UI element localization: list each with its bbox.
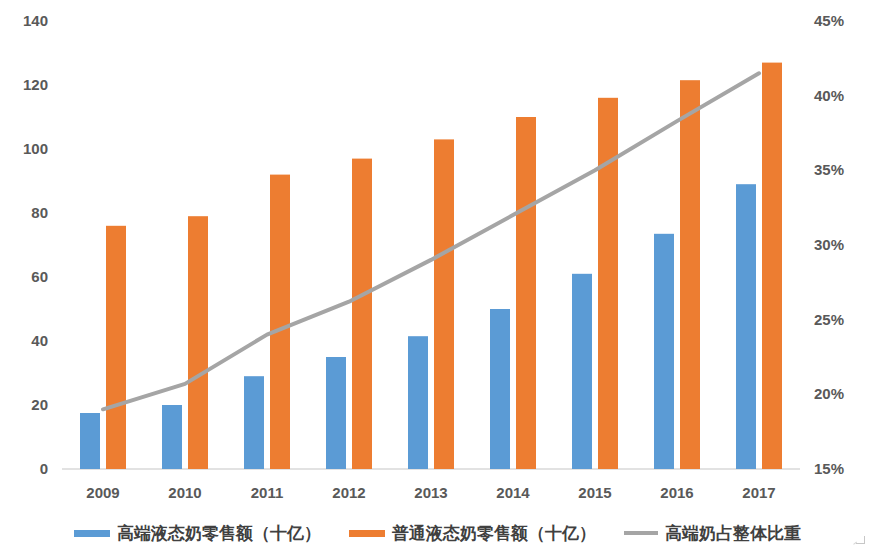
premium-series-swatch	[74, 530, 110, 537]
bar-premium-2017	[736, 184, 756, 469]
bar-premium-2014	[490, 309, 510, 469]
y-axis-left-tick: 0	[40, 460, 48, 477]
chart-canvas: 0 20 40 60 80 100 120 140 15% 20% 25% 30% 35% 40% 45% 2…	[0, 0, 875, 512]
x-axis-label: 2013	[414, 484, 447, 501]
y-axis-left-tick: 20	[31, 396, 48, 413]
bar-regular-2014	[516, 117, 536, 469]
legend-label-share: 高端奶占整体比重	[665, 522, 801, 545]
legend-label-premium: 高端液态奶零售额（十亿）	[117, 522, 321, 545]
y-axis-right-tick: 15%	[814, 460, 844, 477]
bar-regular-2012	[352, 159, 372, 469]
y-axis-left-tick: 100	[23, 140, 48, 157]
y-axis-right-tick: 35%	[814, 161, 844, 178]
chart-legend: 高端液态奶零售额（十亿） 普通液态奶零售额（十亿） 高端奶占整体比重	[0, 514, 875, 552]
y-axis-right-tick: 25%	[814, 311, 844, 328]
y-axis-left-tick: 80	[31, 204, 48, 221]
bar-premium-2010	[162, 405, 182, 469]
y-axis-left-tick: 140	[23, 12, 48, 29]
bar-premium-2016	[654, 234, 674, 469]
x-axis-label: 2017	[742, 484, 775, 501]
bar-regular-2009	[106, 226, 126, 469]
y-axis-right-tick: 45%	[814, 12, 844, 29]
x-axis-label: 2016	[660, 484, 693, 501]
bar-regular-2010	[188, 216, 208, 469]
y-axis-left-tick: 60	[31, 268, 48, 285]
legend-label-regular: 普通液态奶零售额（十亿）	[392, 522, 596, 545]
bar-regular-2015	[598, 98, 618, 469]
bar-premium-2009	[80, 413, 100, 469]
legend-item-regular: 普通液态奶零售额（十亿）	[349, 522, 596, 545]
x-axis-label: 2012	[332, 484, 365, 501]
x-axis-label: 2010	[168, 484, 201, 501]
bar-premium-2015	[572, 274, 592, 469]
legend-item-share: 高端奶占整体比重	[624, 522, 801, 545]
y-axis-left-tick: 40	[31, 332, 48, 349]
y-axis-right-tick: 30%	[814, 236, 844, 253]
bar-premium-2012	[326, 357, 346, 469]
bar-regular-2013	[434, 139, 454, 469]
bar-premium-2011	[244, 376, 264, 469]
x-axis-label: 2011	[251, 484, 284, 501]
share-series-swatch	[624, 531, 658, 535]
y-axis-right-tick: 20%	[814, 385, 844, 402]
bar-regular-2017	[762, 63, 782, 469]
x-axis-label: 2014	[496, 484, 530, 501]
bar-premium-2013	[408, 336, 428, 469]
legend-item-premium: 高端液态奶零售额（十亿）	[74, 522, 321, 545]
bar-regular-2016	[680, 80, 700, 469]
y-axis-left-tick: 120	[23, 76, 48, 93]
regular-series-swatch	[349, 530, 385, 537]
corner-scan-artifact	[856, 536, 865, 544]
x-axis-label: 2015	[578, 484, 611, 501]
y-axis-right-tick: 40%	[814, 87, 844, 104]
x-axis-label: 2009	[86, 484, 119, 501]
combo-chart: 0 20 40 60 80 100 120 140 15% 20% 25% 30% 35% 40% 45% 2…	[0, 0, 875, 512]
bar-regular-2011	[270, 175, 290, 469]
